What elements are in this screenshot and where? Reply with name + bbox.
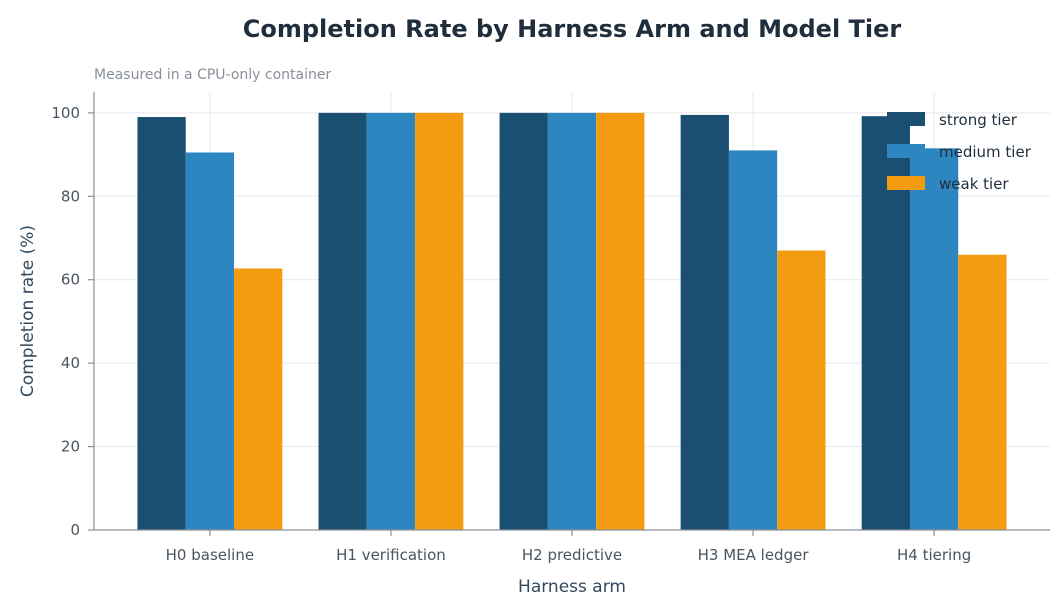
- bar: [185, 152, 235, 530]
- bar: [909, 148, 959, 531]
- bar: [728, 150, 778, 530]
- legend-label: medium tier: [939, 143, 1032, 161]
- bar: [547, 112, 597, 530]
- bars: [137, 112, 1007, 531]
- y-tick-label: 40: [61, 354, 80, 372]
- bar: [137, 117, 186, 531]
- chart-title: Completion Rate by Harness Arm and Model…: [243, 15, 902, 43]
- x-tick-label: H3 MEA ledger: [698, 546, 810, 564]
- bar: [415, 112, 464, 530]
- x-tick-label: H1 verification: [336, 546, 446, 564]
- legend-swatch: [887, 176, 925, 190]
- bar: [234, 268, 283, 530]
- legend: strong tier medium tier weak tier: [887, 111, 1032, 193]
- y-axis-label: Completion rate (%): [18, 225, 38, 397]
- legend-label: strong tier: [939, 111, 1018, 129]
- y-tick-label: 80: [61, 187, 80, 205]
- tick-labels: 0 20 40 60 80 100 H0 baseline H1 verification H2…: [51, 104, 971, 564]
- bar: [366, 112, 416, 530]
- chart-subtitle: Measured in a CPU-only container: [94, 67, 331, 83]
- y-tick-label: 0: [70, 521, 80, 539]
- y-tick-label: 20: [61, 438, 80, 456]
- legend-swatch: [887, 144, 925, 158]
- x-tick-label: H0 baseline: [166, 546, 254, 564]
- legend-label: weak tier: [939, 175, 1009, 193]
- bar: [596, 112, 645, 530]
- bar: [318, 112, 367, 530]
- bar: [680, 114, 729, 530]
- y-tick-label: 100: [51, 104, 80, 122]
- axes: [88, 92, 1050, 536]
- x-tick-label: H4 tiering: [897, 546, 971, 564]
- bar: [777, 250, 826, 530]
- x-axis-label: Harness arm: [518, 577, 626, 597]
- bar: [499, 112, 548, 530]
- bar: [958, 254, 1007, 530]
- x-tick-label: H2 predictive: [522, 546, 622, 564]
- y-tick-label: 60: [61, 271, 80, 289]
- legend-swatch: [887, 112, 925, 126]
